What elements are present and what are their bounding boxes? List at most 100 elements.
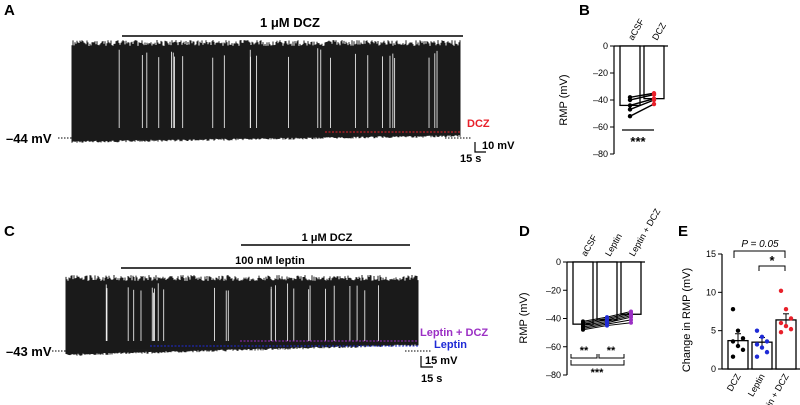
b-paired-line — [629, 92, 655, 98]
b-paired-line — [629, 97, 655, 107]
scale-bar-c — [420, 356, 433, 368]
dcz-bar-label-c: 1 μM DCZ — [302, 232, 353, 244]
d-sig-bracket-3 — [570, 360, 625, 366]
b-ytick-label: 0 — [603, 41, 608, 51]
e-point — [754, 342, 760, 347]
panel-d-label: D — [519, 223, 530, 240]
d-sig-label-1: ** — [580, 345, 589, 357]
e-ytick-label: 10 — [706, 287, 716, 297]
d-point — [581, 327, 585, 332]
e-ytick-label: 0 — [711, 364, 716, 374]
d-bar — [572, 261, 594, 325]
d-point — [629, 315, 633, 320]
e-point — [730, 339, 736, 344]
e-ytick-label: 5 — [711, 326, 716, 336]
e-point — [730, 354, 736, 359]
e-p-bracket — [733, 250, 786, 258]
b-point-acsf — [627, 114, 633, 119]
e-point — [754, 328, 760, 333]
spike-train-c — [65, 275, 419, 356]
e-star-label: * — [769, 253, 775, 268]
panel-a: A 1 μM DCZ –44 mV DCZ 10 mV 15 s — [4, 2, 515, 165]
b-point-dcz — [651, 97, 657, 103]
d-sig-label-2: ** — [607, 345, 616, 357]
d-ytick-label: –40 — [546, 314, 561, 324]
d-bar — [596, 261, 618, 321]
panel-e-label: E — [678, 223, 688, 240]
panel-d: D RMP (mV) 0 –20 –40 –60 –80 aCSF Leptin Leptin… — [518, 206, 663, 380]
d-category-label: Leptin + DCZ — [627, 206, 663, 258]
d-point — [605, 323, 609, 328]
e-point — [764, 339, 770, 344]
leptin-bar-label: 100 nM leptin — [235, 255, 305, 267]
b-category-label: DCZ — [650, 21, 668, 42]
d-ytick-label: –80 — [546, 370, 561, 380]
e-category-label: DCZ — [725, 372, 743, 393]
e-point — [783, 307, 789, 312]
e-ylabel: Change in RMP (mV) — [681, 268, 693, 372]
e-point — [740, 336, 746, 341]
dcz-bar-label: 1 μM DCZ — [260, 15, 320, 30]
b-ytick-label: –60 — [593, 122, 608, 132]
b-point-acsf — [627, 103, 633, 108]
leptin-dcz-level-label: Leptin + DCZ — [420, 327, 488, 339]
d-ytick-label: 0 — [556, 257, 561, 267]
voltage-trace-c — [65, 275, 419, 356]
b-point-dcz — [651, 92, 657, 97]
b-paired-line — [629, 103, 655, 117]
leptin-level-label: Leptin — [434, 339, 467, 351]
spike-train-a — [71, 40, 461, 143]
e-point — [778, 330, 784, 335]
b-category-label: aCSF — [626, 17, 646, 42]
e-p-label: P = 0.05 — [741, 239, 779, 250]
dcz-level-label: DCZ — [467, 118, 490, 130]
panel-b: B RMP (mV) 0 –20 –40 –60 –80 aCSF DCZ *** — [558, 2, 668, 159]
e-point — [759, 334, 765, 339]
d-sig-bracket-2 — [598, 354, 625, 359]
d-point — [629, 320, 633, 325]
scale-t-a: 15 s — [460, 153, 481, 165]
e-point — [788, 316, 794, 321]
e-point — [759, 345, 765, 350]
scale-v-c: 15 mV — [425, 355, 458, 367]
e-category-label: Leptin — [746, 372, 767, 398]
d-point — [629, 317, 633, 322]
d-ytick-label: –20 — [546, 285, 561, 295]
e-ytick-label: 15 — [706, 249, 716, 259]
b-sig-label: *** — [630, 134, 646, 149]
e-point — [788, 326, 794, 332]
e-point — [778, 288, 784, 293]
b-point-acsf — [627, 97, 633, 103]
scale-v-a: 10 mV — [482, 140, 515, 152]
b-paired-line — [629, 99, 655, 111]
panel-a-label: A — [4, 2, 15, 19]
d-sig-label-3: *** — [591, 367, 605, 379]
e-point — [754, 354, 760, 359]
b-point-dcz — [651, 101, 657, 107]
d-ylabel: RMP (mV) — [518, 292, 530, 343]
b-ylabel: RMP (mV) — [558, 74, 570, 125]
vm-label-a: –44 mV — [6, 131, 52, 146]
panel-c-label: C — [4, 223, 15, 240]
scale-bar-a — [474, 142, 486, 153]
b-point-acsf — [627, 107, 633, 112]
b-ytick-label: –80 — [593, 149, 608, 159]
b-ytick-label: –20 — [593, 68, 608, 78]
scale-t-c: 15 s — [421, 373, 442, 385]
panel-b-label: B — [579, 2, 590, 19]
e-point — [764, 349, 770, 355]
b-paired-line — [629, 93, 655, 101]
d-bar — [620, 261, 642, 315]
d-category-label: Leptin — [603, 232, 624, 258]
vm-label-c: –43 mV — [6, 344, 52, 359]
b-ytick-label: –40 — [593, 95, 608, 105]
e-point — [735, 328, 741, 333]
e-star-bracket — [758, 265, 786, 271]
voltage-trace-a — [71, 40, 461, 143]
e-point — [735, 343, 741, 349]
e-point — [730, 307, 736, 312]
chart-d: 0 –20 –40 –60 –80 aCSF Leptin Leptin + DCZ — [546, 206, 663, 380]
d-category-label: aCSF — [579, 233, 599, 258]
